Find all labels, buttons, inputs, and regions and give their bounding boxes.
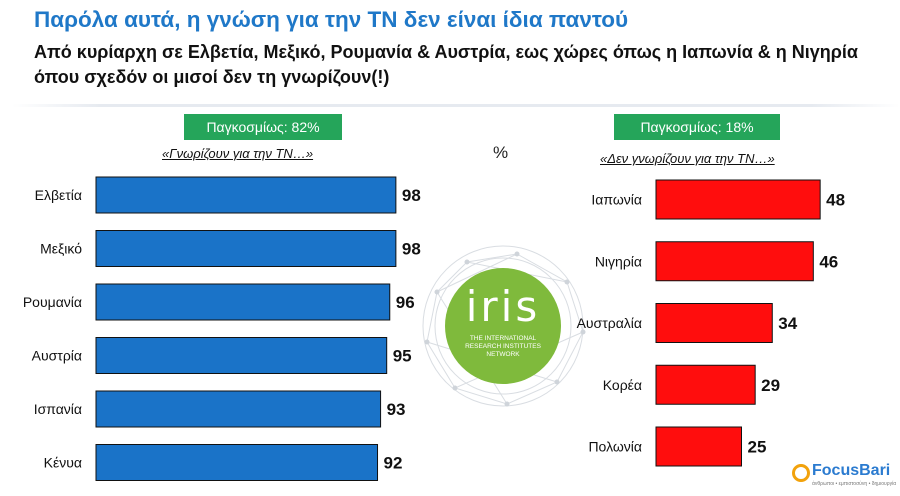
- data-label: 48: [826, 191, 845, 210]
- data-label: 96: [396, 293, 415, 312]
- category-label: Ιαπωνία: [591, 192, 642, 208]
- magnifier-icon: [792, 464, 810, 482]
- iris-logo: iris THE INTERNATIONAL RESEARCH INSTITUT…: [407, 232, 592, 417]
- focusbari-tagline: άνθρωποι • εμπιστοσύνη • δημιουργία: [812, 481, 897, 487]
- data-label: 25: [748, 438, 767, 457]
- focusbari-name: FocusBari: [812, 462, 891, 479]
- category-label: Μεξικό: [40, 241, 82, 257]
- category-label: Κένυα: [44, 455, 82, 471]
- bar: [95, 390, 382, 428]
- unit-label: %: [493, 143, 509, 162]
- bar: [655, 179, 821, 220]
- data-label: 93: [387, 400, 406, 419]
- global-unaware-badge: Παγκοσμίως: 18%: [614, 114, 780, 140]
- aware-caption: «Γνωρίζουν για την ΤΝ…»: [162, 146, 314, 161]
- category-label: Ελβετία: [35, 187, 82, 203]
- data-label: 34: [778, 314, 797, 333]
- iris-badge: iris THE INTERNATIONAL RESEARCH INSTITUT…: [445, 268, 561, 384]
- bar: [655, 364, 756, 405]
- category-label: Αυστραλία: [577, 315, 642, 331]
- category-label: Ισπανία: [34, 401, 82, 417]
- unaware-caption: «Δεν γνωρίζουν για την ΤΝ…»: [600, 151, 775, 166]
- category-label: Αυστρία: [32, 348, 82, 364]
- iris-wordmark: iris: [465, 282, 541, 331]
- bar: [95, 230, 397, 267]
- decorative-divider: [12, 104, 900, 107]
- focusbari-logo: FocusBari άνθρωποι • εμπιστοσύνη • δημιο…: [790, 460, 898, 494]
- iris-tagline: THE INTERNATIONAL RESEARCH INSTITUTES NE…: [465, 335, 541, 358]
- bar: [95, 337, 388, 374]
- global-aware-badge: Παγκοσμίως: 82%: [184, 114, 342, 140]
- data-label: 92: [384, 454, 403, 473]
- bar: [655, 303, 773, 343]
- data-label: 98: [402, 186, 421, 205]
- category-label: Ρουμανία: [23, 294, 82, 310]
- bar: [655, 426, 742, 467]
- bar: [95, 444, 379, 481]
- data-label: 46: [819, 252, 838, 271]
- category-label: Πολωνία: [588, 439, 642, 455]
- bar: [95, 176, 397, 214]
- unaware-bar-chart: Ιαπωνία 48 Νιγηρία 46 Αυστραλία 34 Κορέα 29 Πολω…: [577, 179, 845, 467]
- category-label: Κορέα: [603, 377, 642, 393]
- aware-bar-chart: Ελβετία 98 Μεξικό 98 Ρουμανία 96 Αυστρία 95 Ισπα…: [23, 176, 421, 481]
- bar: [655, 241, 814, 282]
- data-label: 95: [393, 347, 412, 366]
- bar: [95, 283, 391, 321]
- page-title: Παρόλα αυτά, η γνώση για την ΤΝ δεν είνα…: [34, 7, 629, 32]
- data-label: 98: [402, 240, 421, 259]
- data-label: 29: [761, 376, 780, 395]
- page-subtitle: Από κυρίαρχη σε Ελβετία, Μεξικό, Ρουμανί…: [34, 42, 858, 87]
- category-label: Νιγηρία: [595, 253, 642, 269]
